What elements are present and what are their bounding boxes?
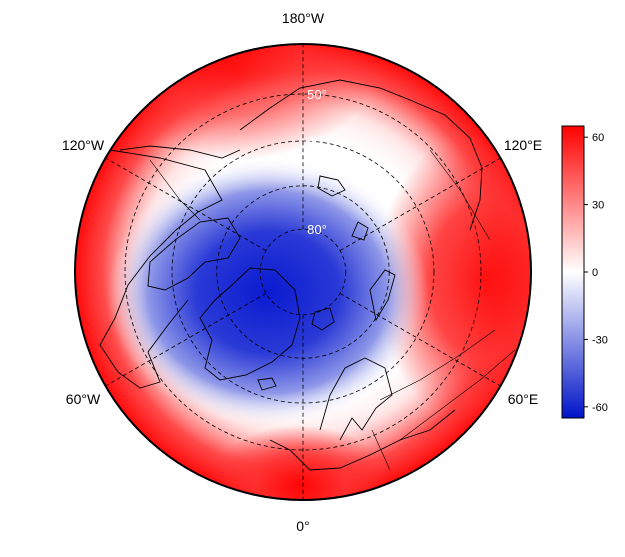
colorbar-scale [561,125,585,419]
country-borders [149,149,516,471]
colorbar: 60 30 0 -30 -60 [561,125,608,419]
latitude-labels: 50° 60° 80° [307,87,327,237]
meridian-120 [339,157,501,251]
colorbar-tick-label: 0 [592,267,598,279]
canadian-archipelago-coast [147,217,241,291]
europe-coast [269,409,456,471]
longitude-label-lon-60w: 60°W [66,391,101,407]
iceland-coast [257,377,277,391]
colorbar-tick-label: 30 [592,200,604,212]
svalbard-coast [311,307,335,331]
map-boundary [74,43,532,501]
meridian-240 [105,157,267,251]
colorbar-tick-label: -60 [592,402,608,414]
longitude-label-lon-120e: 120°E [504,137,542,153]
colorbar-ticks: 60 30 0 -30 -60 [584,132,608,414]
longitude-label-lon-0: 0° [296,518,309,534]
alaska-coast [119,145,241,159]
latitude-label-lat-80: 80° [307,222,327,237]
latitude-label-lat-50: 50° [307,87,327,102]
longitude-label-lon-60e: 60°E [508,391,539,407]
colorbar-tick-label: 60 [592,132,604,144]
parallel-50 [124,93,482,451]
latitude-label-lat-60: 60° [307,134,327,149]
parallel-60 [171,140,435,404]
parallel-80 [259,228,347,316]
siberia-coast [239,79,483,231]
longitude-label-lon-180w: 180°W [282,10,325,26]
novaya-zemlya-coast [369,269,396,322]
longitude-labels: 180°W 120°W 60°W 0° 60°E 120°E [62,10,542,534]
graticule [105,44,501,500]
siberian-islands [317,175,369,241]
meridian-300 [105,293,267,387]
meridian-60 [339,293,501,387]
anomaly-field [75,44,531,500]
scandinavia-coast [319,357,393,441]
north-america-coast [99,149,223,389]
coastlines [99,79,483,471]
greenland-coast [199,267,301,381]
longitude-label-lon-120w: 120°W [62,137,105,153]
colorbar-tick-label: -30 [592,334,608,346]
